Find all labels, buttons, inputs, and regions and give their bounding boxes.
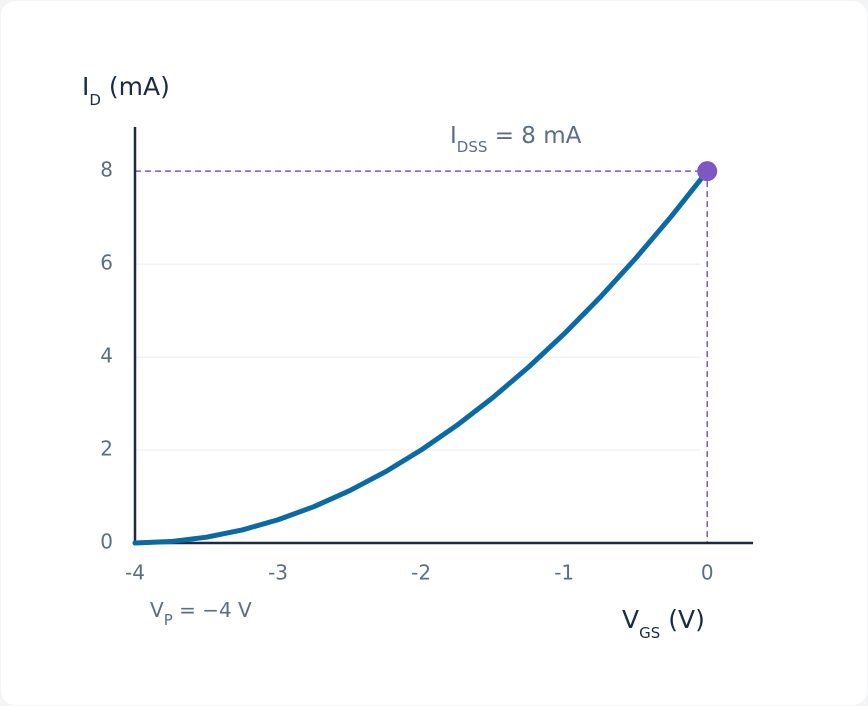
x-title-main: V <box>622 605 639 634</box>
idss-annotation: IDSS = 8 mA <box>450 123 582 156</box>
y-tick-label: 6 <box>100 251 113 275</box>
y-tick-label: 8 <box>100 158 113 182</box>
vp-annotation: VP = −4 V <box>150 598 252 629</box>
annotation-sub: P <box>164 611 173 629</box>
y-tick-label: 2 <box>100 437 113 461</box>
curve <box>132 168 710 546</box>
x-tick-label: -3 <box>268 561 288 585</box>
x-title-sub: GS <box>639 624 660 642</box>
y-title-sub: D <box>89 91 101 109</box>
x-axis-title: VGS (V) <box>622 605 705 642</box>
y-axis-title: ID (mA) <box>82 72 170 109</box>
y-tick-label: 0 <box>100 530 113 554</box>
annotation-rest: = −4 V <box>173 598 252 622</box>
annotation-rest: = 8 mA <box>487 123 581 149</box>
x-tick-label: 0 <box>701 561 714 585</box>
annotation-main: V <box>150 598 164 622</box>
annotation-main: I <box>450 123 457 149</box>
x-title-rest: (V) <box>660 605 705 634</box>
y-tick-label: 4 <box>100 344 113 368</box>
x-tick-label: -1 <box>554 561 574 585</box>
annotation-sub: DSS <box>457 138 488 156</box>
y-title-main: I <box>82 72 89 101</box>
x-tick-label: -2 <box>411 561 431 585</box>
y-title-rest: (mA) <box>101 72 170 101</box>
idss-point <box>697 161 718 182</box>
x-tick-label: -4 <box>125 561 145 585</box>
